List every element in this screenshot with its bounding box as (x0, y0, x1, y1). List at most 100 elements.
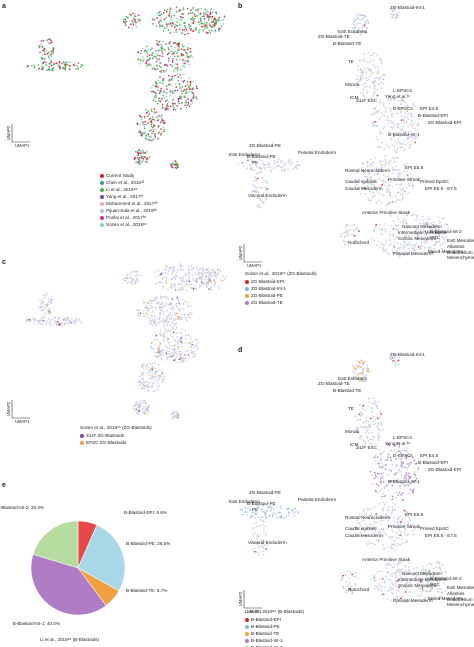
umap-axis (243, 590, 262, 609)
cell-point (404, 586, 407, 588)
cell-point (411, 214, 413, 217)
cell-point (393, 356, 396, 358)
cell-point (244, 506, 246, 509)
legend-swatch (100, 188, 104, 192)
cell-point (399, 255, 401, 258)
cell-point (378, 199, 380, 201)
cell-point (163, 306, 165, 308)
cell-point (160, 334, 162, 337)
cell-point (431, 586, 434, 589)
cell-point (140, 134, 143, 136)
cell-point (141, 372, 143, 375)
cell-point (397, 537, 400, 539)
cell-point (373, 64, 375, 66)
cell-point (46, 69, 48, 72)
cell-point (394, 549, 396, 552)
cell-point (187, 313, 190, 316)
cell-point (420, 594, 423, 597)
cell-point (389, 230, 392, 233)
cell-point (352, 378, 355, 381)
cell-point (366, 177, 369, 179)
cell-point (136, 403, 138, 406)
cell-point (399, 561, 402, 564)
cell-point (364, 442, 367, 445)
cell-point (44, 307, 47, 309)
cell-point (143, 155, 146, 158)
cell-point (443, 238, 445, 240)
cell-point (163, 119, 166, 122)
cell-point (388, 102, 391, 105)
cell-point (409, 518, 411, 521)
cell-point (394, 6, 396, 9)
cell-point (147, 110, 150, 112)
cell-point (153, 376, 155, 378)
cell-point (391, 575, 394, 577)
cell-point (360, 60, 363, 62)
cell-point (178, 24, 181, 27)
cell-point (170, 25, 173, 27)
cell-point (297, 512, 300, 514)
cell-point (341, 576, 344, 579)
cell-point (374, 506, 376, 508)
cell-point (441, 248, 443, 250)
cell-point (391, 15, 394, 18)
cell-point (204, 9, 207, 11)
cell-point (55, 62, 58, 64)
cell-point (134, 271, 136, 273)
cell-point (373, 578, 376, 580)
cell-point (155, 296, 158, 299)
cell-point (169, 8, 172, 10)
cell-point (147, 115, 149, 118)
cell-point (183, 49, 185, 51)
cell-point (438, 239, 441, 241)
cell-point (274, 162, 277, 164)
cluster-label: D-EPSCs (393, 453, 413, 458)
cell-point (400, 571, 402, 574)
cell-point (132, 270, 134, 273)
cell-point (187, 304, 190, 307)
cell-point (355, 242, 358, 244)
cell-point (397, 191, 399, 194)
cell-point (381, 462, 383, 465)
cell-point (382, 160, 384, 163)
cluster-label: Allantois (447, 244, 465, 249)
cell-point (365, 76, 368, 79)
cell-point (66, 317, 69, 319)
cell-point (48, 63, 51, 66)
cell-point (181, 32, 183, 35)
cell-point (159, 91, 162, 93)
cell-point (397, 506, 400, 509)
cell-point (166, 65, 169, 67)
cell-point (178, 95, 181, 98)
cell-point (382, 179, 385, 182)
cell-point (198, 269, 200, 271)
cell-point (50, 298, 53, 300)
cell-point (384, 459, 386, 462)
cell-point (396, 242, 399, 244)
cell-point (148, 112, 151, 114)
cell-point (149, 374, 151, 377)
cell-point (387, 520, 389, 522)
cell-point (403, 235, 406, 238)
cell-point (392, 583, 395, 586)
cell-point (160, 44, 163, 46)
cell-point (397, 228, 399, 231)
cell-point (154, 276, 156, 278)
cell-point (389, 535, 392, 538)
cell-point (190, 287, 193, 289)
cell-point (366, 85, 368, 88)
cell-point (261, 159, 264, 162)
cell-point (399, 187, 401, 189)
cluster-label: ZG-Blastoid-TE (318, 34, 350, 39)
cell-point (344, 235, 346, 238)
cell-point (393, 449, 396, 452)
cell-point (402, 107, 404, 109)
cell-point (356, 419, 359, 421)
cell-point (173, 52, 175, 55)
cell-point (190, 100, 192, 102)
cell-point (39, 51, 41, 54)
cell-point (176, 105, 178, 107)
cell-point (395, 170, 398, 172)
cell-point (379, 411, 381, 413)
cell-point (50, 50, 52, 53)
